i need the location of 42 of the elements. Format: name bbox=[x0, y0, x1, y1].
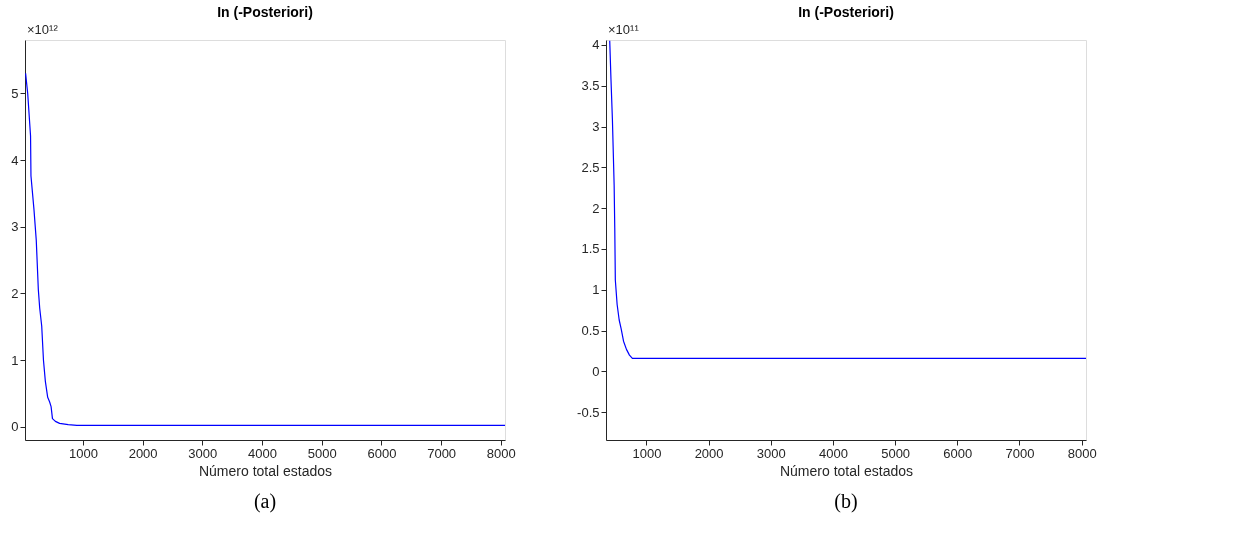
y-tick-label: 0.5 bbox=[581, 323, 600, 339]
y-tick-label: -0.5 bbox=[577, 404, 600, 420]
line-series bbox=[25, 72, 505, 426]
y-tick-label: 4 bbox=[11, 152, 19, 168]
text: (b) bbox=[834, 490, 858, 513]
y-tick-label: 2 bbox=[592, 200, 600, 216]
y-tick-label: 1.5 bbox=[581, 241, 600, 257]
x-tick-label: 8000 bbox=[486, 445, 516, 461]
y-tick-label: 1 bbox=[592, 282, 600, 298]
x-tick-label: 2000 bbox=[694, 445, 724, 461]
line-series bbox=[609, 40, 1086, 359]
y-tick-label: 3 bbox=[592, 119, 600, 135]
x-tick-label: 6000 bbox=[367, 445, 397, 461]
x-tick-label: 8000 bbox=[1067, 445, 1097, 461]
x-tick-label: 7000 bbox=[427, 445, 457, 461]
x-tick-label: 3000 bbox=[188, 445, 218, 461]
y-tick-label: 2 bbox=[11, 285, 19, 301]
x-tick-label: 6000 bbox=[943, 445, 973, 461]
x-tick-label: 4000 bbox=[818, 445, 848, 461]
text: (a) bbox=[253, 490, 277, 513]
x-axis-title: Número total estados bbox=[779, 462, 914, 479]
x-tick-label: 4000 bbox=[248, 445, 277, 461]
x-tick-label: 5000 bbox=[307, 445, 337, 461]
text: ×10¹¹ bbox=[608, 22, 640, 37]
y-tick-label: 0 bbox=[592, 363, 600, 379]
x-tick-label: 1000 bbox=[68, 445, 98, 461]
y-tick-label: 1 bbox=[11, 352, 19, 368]
y-tick-label: 3.5 bbox=[581, 78, 600, 94]
x-axis-title: Número total estados bbox=[198, 462, 333, 479]
y-tick-label: 3 bbox=[11, 219, 19, 235]
y-tick-label: 2.5 bbox=[581, 159, 600, 175]
chart-title: In (-Posteriori) bbox=[798, 4, 894, 20]
text: ×10¹² bbox=[27, 22, 59, 37]
x-tick-label: 2000 bbox=[128, 445, 158, 461]
x-tick-label: 7000 bbox=[1005, 445, 1035, 461]
chart-title: In (-Posteriori) bbox=[217, 4, 313, 20]
y-tick-label: 5 bbox=[11, 85, 19, 101]
y-tick-label: 0 bbox=[11, 419, 19, 435]
x-tick-label: 1000 bbox=[632, 445, 662, 461]
x-tick-label: 3000 bbox=[756, 445, 786, 461]
y-tick-label: 4 bbox=[592, 37, 600, 53]
x-tick-label: 5000 bbox=[881, 445, 911, 461]
